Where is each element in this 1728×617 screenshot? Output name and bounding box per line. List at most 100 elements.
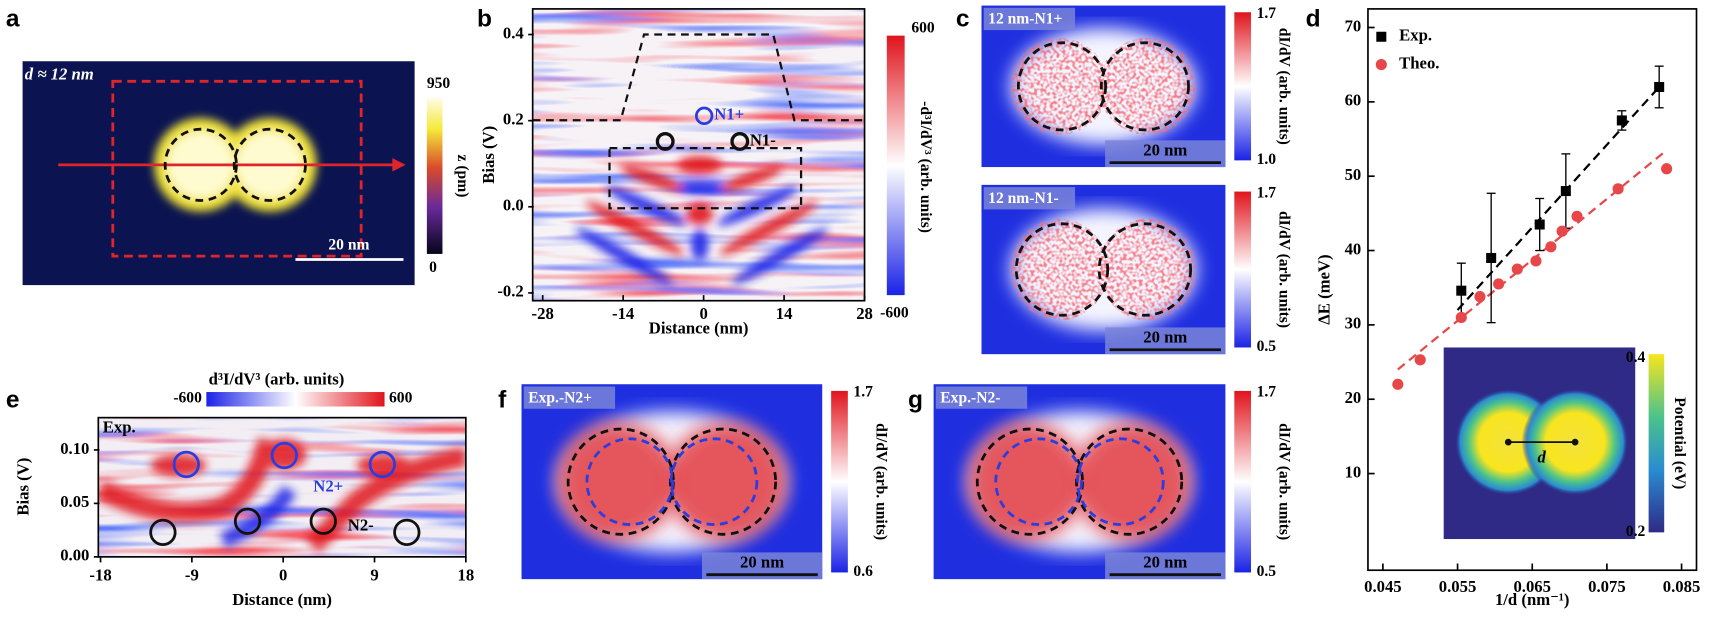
map-lobe [1010,37,1109,135]
panel-label: f [498,386,507,413]
y-tick-label: 10 [1345,462,1362,481]
title-box [983,187,1076,210]
map-lobe [665,423,787,541]
scale-label: 20 nm [328,237,369,254]
scale-label: 20 nm [1143,552,1187,571]
dot-outline [994,437,1083,526]
map-set: 12 nm-N1+ 20 nm 1.7 1.0 dI/dV (arb. units) 12… [981,5,1293,355]
colorbar-min: -600 [173,389,202,406]
x-tick-label: 0.085 [1663,577,1701,596]
colorbar-max: 0.4 [1626,349,1646,366]
colorbar-min: -600 [880,305,909,322]
colorbar-max: 1.7 [1257,5,1277,22]
panel-label: c [956,6,970,33]
x-tick-label: 0.045 [1364,577,1402,596]
point [1534,219,1545,230]
x-tick-label: 9 [370,566,378,585]
scale-label: 20 nm [1143,327,1187,346]
colorbar-label: z (pm) [454,155,471,198]
point [1661,163,1673,175]
center-dot [1504,438,1512,446]
map-title: Exp.-N2- [940,389,1000,406]
plot-frame [531,8,866,302]
title-box [935,386,1028,409]
plot-frame [97,416,467,558]
x-axis-label: Distance (nm) [649,318,749,337]
map-lobe [1098,218,1197,321]
roi-box [111,79,363,258]
y-tick-label: 0.10 [60,439,89,458]
colorbar-min: 0.5 [1257,563,1277,580]
size-annotation: d ≈ 12 nm [25,65,94,84]
colorbar-max: 1.7 [1257,184,1277,201]
annotation: N1- [750,130,776,149]
map-title: 12 nm-N1+ [988,11,1062,28]
y-tick-label: 50 [1345,165,1362,184]
colorbar [1234,191,1252,348]
colorbar-min: 1.0 [1257,151,1277,168]
map-lobe [1073,423,1191,541]
spectral-map [98,417,466,557]
legend-label: Exp. [1399,26,1432,45]
x-tick-label: 14 [776,304,793,323]
ldos-maps: f g Exp.-N2+ 20 nm 1.7 0.6 dI/dV (arb. units… [498,384,1293,580]
point [1560,186,1571,197]
arrow-head [392,158,406,172]
colorbar [886,35,905,296]
colorbar-label: Potential (eV) [1671,397,1688,489]
x-axis-label: Distance (nm) [232,590,332,609]
dot-outline [1076,437,1165,526]
x-tick-label: 28 [856,304,873,323]
point [1545,241,1557,253]
x-tick-label: 0.055 [1439,577,1477,596]
spectral-map [532,8,865,301]
title-box [523,386,616,409]
colorbar-min: 0.5 [1257,338,1277,355]
state-markers [149,441,421,547]
x-tick-label: 0.075 [1588,577,1626,596]
colorbar [1234,390,1252,573]
inset: d 0.4 0.2 Potential (eV) [1443,347,1688,540]
map-lobe [557,423,678,541]
colorbar-max: 950 [427,75,451,92]
point [1455,311,1467,324]
map-lobe [1010,218,1109,321]
point [1474,291,1486,303]
panel-label: e [6,386,20,413]
point [1556,225,1568,237]
y-tick-label: 40 [1345,239,1362,258]
x-tick-label: 0 [279,566,287,585]
point [1392,378,1404,390]
y-tick-label: -0.2 [497,282,523,301]
dot-outline [585,437,675,526]
panel-label: b [477,6,492,33]
panel-label: d [1306,6,1321,33]
x-tick-label: -9 [185,566,199,585]
point [1571,210,1583,222]
dot-outline [1014,222,1110,317]
panel-c: c [956,6,970,33]
point [1530,255,1542,267]
center-dot [1571,438,1579,446]
map-lobe [1098,37,1197,135]
y-tick-label: 0.0 [503,196,524,215]
point [1654,81,1665,92]
colorbar-min: 0 [429,259,437,276]
panel-b: b N1+ N1- Bias (V) Distance (nm) 600 -60… [477,6,935,338]
state-marker [694,106,714,126]
panel-a: a d ≈ 12 nm 20 nm 950 0 z (pm) [6,6,471,286]
point [1612,183,1624,195]
x-tick-label: -28 [532,304,554,323]
legend-marker [1375,59,1387,71]
dot-outline [163,127,238,202]
y-tick-label: 70 [1345,16,1362,35]
colorbar [206,392,385,407]
y-axis-label: ΔE (meV) [1314,254,1333,324]
scale-label: 20 nm [1143,140,1187,159]
title-box [983,7,1076,31]
colorbar-max: 600 [911,20,935,37]
colorbar-label: d³I/dV³ (arb. units) [209,370,345,389]
point [1511,263,1523,275]
dot-outline [1016,41,1107,132]
